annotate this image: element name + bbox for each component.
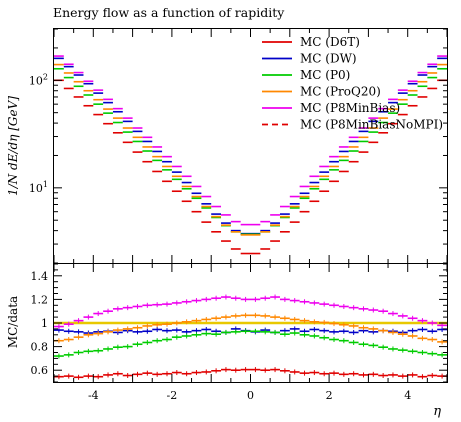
main-series-group (54, 55, 447, 255)
ratio-plot: 0.6 0.8 1 1.2 1.4 -4 -2 0 2 4 MC/data η (6, 263, 448, 419)
legend-entry: MC (DW) (300, 52, 357, 66)
x-tick-label: -4 (88, 389, 99, 402)
legend-entry: MC (P8MinBiasNoMPI) (300, 118, 443, 132)
ratio-y-tick-label: 1.2 (31, 293, 49, 306)
x-tick-label: 0 (247, 389, 254, 402)
legend-entry: MC (P0) (300, 68, 350, 82)
legend-entry: MC (D6T) (300, 35, 360, 49)
main-plot-frame (53, 28, 448, 264)
main-plot: 102 101 1/N dE/dη [GeV] (6, 28, 448, 264)
ratio-plot-frame (53, 263, 448, 383)
main-y-axis: 102 101 (29, 28, 447, 264)
ratio-y-tick-label: 1 (41, 317, 48, 330)
main-y-tick-label: 102 (29, 72, 48, 87)
y-axis-label: 1/N dE/dη [GeV] (6, 96, 20, 196)
ratio-y-axis: 0.6 0.8 1 1.2 1.4 (31, 263, 447, 383)
ratio-y-axis-label: MC/data (6, 296, 20, 348)
ratio-y-tick-label: 0.6 (31, 364, 49, 377)
legend-entry: MC (ProQ20) (300, 85, 381, 99)
x-axis: -4 -2 0 2 4 (53, 264, 448, 402)
ratio-y-tick-label: 0.8 (31, 341, 49, 354)
main-y-tick-label: 101 (29, 180, 48, 195)
legend: MC (D6T) MC (DW) MC (P0) MC (ProQ20) MC (P8M… (262, 35, 443, 132)
legend-entry: MC (P8MinBias) (300, 101, 400, 115)
x-tick-label: -2 (167, 389, 178, 402)
chart-title: Energy flow as a function of rapidity (53, 5, 285, 20)
main-x-axis-ticks (53, 29, 448, 263)
x-axis-label: η (433, 404, 441, 419)
ratio-series-group (54, 294, 447, 380)
ratio-y-tick-label: 1.4 (31, 270, 49, 283)
x-tick-label: 2 (326, 389, 333, 402)
x-tick-label: 4 (404, 389, 411, 402)
